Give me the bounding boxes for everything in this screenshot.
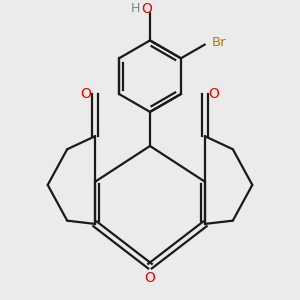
Text: O: O <box>81 87 92 101</box>
Text: H: H <box>131 2 140 15</box>
Text: O: O <box>145 271 155 284</box>
Text: Br: Br <box>212 36 227 50</box>
Text: O: O <box>141 2 152 16</box>
Text: O: O <box>208 87 219 101</box>
